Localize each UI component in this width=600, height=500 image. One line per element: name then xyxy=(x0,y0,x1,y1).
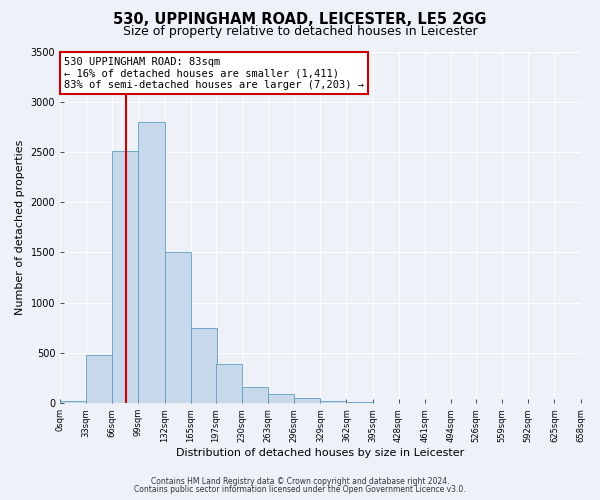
X-axis label: Distribution of detached houses by size in Leicester: Distribution of detached houses by size … xyxy=(176,448,464,458)
Bar xyxy=(320,401,346,403)
Bar xyxy=(86,355,112,403)
Text: 530 UPPINGHAM ROAD: 83sqm
← 16% of detached houses are smaller (1,411)
83% of se: 530 UPPINGHAM ROAD: 83sqm ← 16% of detac… xyxy=(64,56,364,90)
Text: Contains HM Land Registry data © Crown copyright and database right 2024.: Contains HM Land Registry data © Crown c… xyxy=(151,477,449,486)
Text: Contains public sector information licensed under the Open Government Licence v3: Contains public sector information licen… xyxy=(134,485,466,494)
Text: 530, UPPINGHAM ROAD, LEICESTER, LE5 2GG: 530, UPPINGHAM ROAD, LEICESTER, LE5 2GG xyxy=(113,12,487,28)
Bar xyxy=(242,387,268,403)
Bar xyxy=(294,398,320,403)
Bar xyxy=(60,400,86,403)
Bar xyxy=(191,328,217,403)
Bar xyxy=(112,151,139,403)
Y-axis label: Number of detached properties: Number of detached properties xyxy=(15,140,25,315)
Bar xyxy=(268,394,294,403)
Bar xyxy=(216,364,242,403)
Bar xyxy=(373,402,398,403)
Bar xyxy=(346,402,373,403)
Text: Size of property relative to detached houses in Leicester: Size of property relative to detached ho… xyxy=(122,25,478,38)
Bar xyxy=(139,122,164,403)
Bar xyxy=(164,252,191,403)
